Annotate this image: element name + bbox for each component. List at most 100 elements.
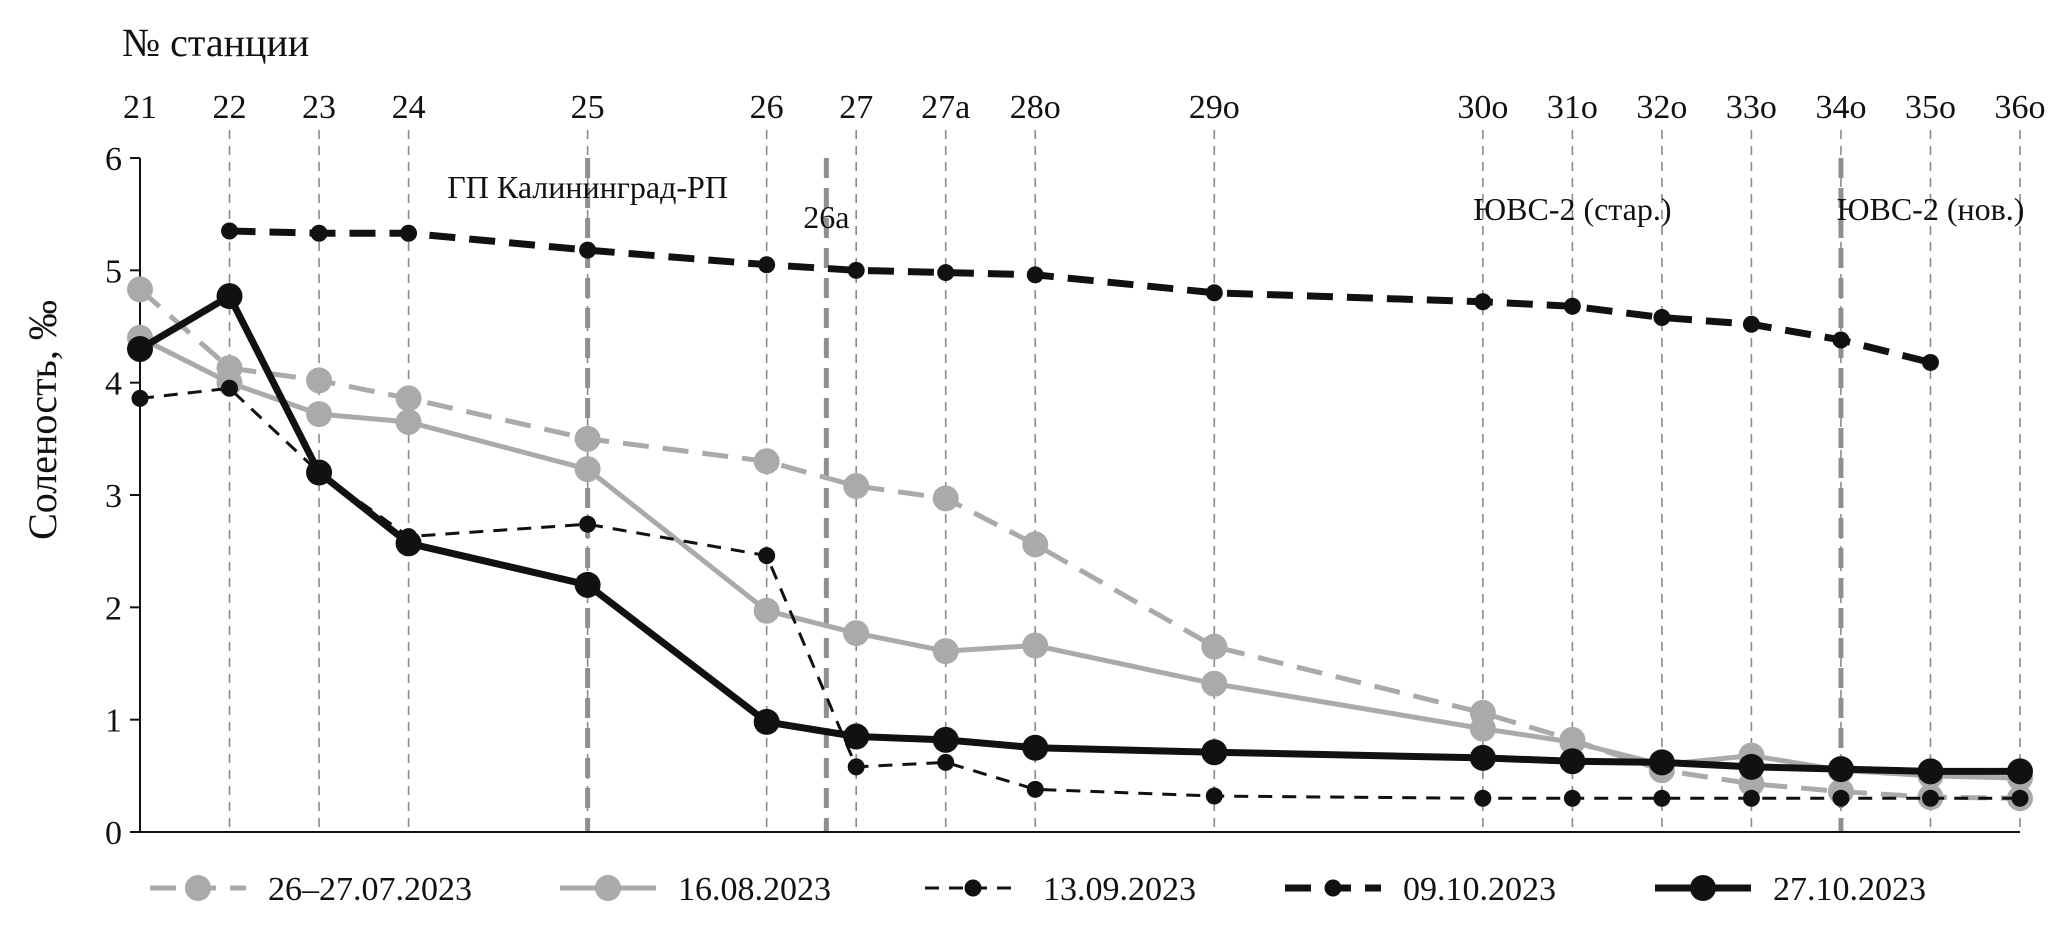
data-point xyxy=(306,459,333,486)
data-point xyxy=(306,401,333,428)
data-point xyxy=(1469,715,1496,742)
data-point xyxy=(1474,293,1492,311)
data-point xyxy=(1648,749,1675,776)
annotation-label: ГП Калининград-РП xyxy=(447,169,728,205)
data-point xyxy=(1921,353,1939,371)
data-point xyxy=(1201,670,1228,697)
station-label: 27 xyxy=(839,89,873,126)
series-3 xyxy=(131,379,2029,807)
station-label: 35о xyxy=(1905,89,1956,126)
data-point xyxy=(1559,729,1586,756)
data-point xyxy=(1563,297,1581,315)
data-point xyxy=(1026,780,1044,798)
station-label: 26 xyxy=(750,89,784,126)
data-series xyxy=(127,222,2033,812)
data-point xyxy=(2011,789,2029,807)
station-gridlines xyxy=(228,130,2021,832)
data-point xyxy=(1653,789,1671,807)
data-point xyxy=(1201,633,1228,660)
data-point xyxy=(1469,744,1496,771)
station-label: 25 xyxy=(571,89,605,126)
data-point xyxy=(1827,756,1854,783)
data-point xyxy=(937,753,955,771)
legend-label: 26–27.07.2023 xyxy=(268,871,472,908)
data-point xyxy=(221,222,239,240)
data-point xyxy=(1832,789,1850,807)
series-line xyxy=(138,292,2020,775)
station-label: 30о xyxy=(1457,89,1508,126)
station-label: 23 xyxy=(302,89,336,126)
series-line xyxy=(138,287,2021,801)
y-tick-label: 5 xyxy=(105,253,122,290)
data-point xyxy=(306,367,333,394)
legend-swatch-marker xyxy=(964,879,982,897)
legend-swatch-marker xyxy=(185,875,211,901)
y-tick-label: 3 xyxy=(105,478,122,515)
legend-item: 26–27.07.2023 xyxy=(150,871,472,908)
station-label: 24 xyxy=(392,89,426,126)
series-line xyxy=(138,335,2021,781)
data-point xyxy=(579,515,597,533)
series-line xyxy=(229,227,1932,366)
legend-item: 09.10.2023 xyxy=(1285,871,1556,908)
legend-label: 16.08.2023 xyxy=(678,871,831,908)
station-label: 27а xyxy=(921,89,970,126)
data-point xyxy=(127,335,153,362)
data-point xyxy=(395,385,422,412)
station-label: 29о xyxy=(1189,89,1240,126)
data-point xyxy=(310,224,328,242)
data-point xyxy=(753,597,780,624)
data-point xyxy=(1742,789,1760,807)
legend-swatch-marker xyxy=(595,875,621,901)
station-label: 21 xyxy=(123,89,157,126)
data-point xyxy=(753,708,780,735)
legend-item: 13.09.2023 xyxy=(925,871,1196,908)
station-label: 33о xyxy=(1726,89,1777,126)
legend-label: 13.09.2023 xyxy=(1043,871,1196,908)
data-point xyxy=(574,425,601,452)
data-point xyxy=(843,620,870,647)
legend-item: 27.10.2023 xyxy=(1655,871,1926,908)
data-point xyxy=(1559,748,1586,775)
y-tick-label: 1 xyxy=(105,703,122,740)
series-4 xyxy=(221,222,1939,371)
data-point xyxy=(1921,789,1939,807)
data-point xyxy=(131,389,149,407)
y-tick-label: 4 xyxy=(105,366,122,403)
legend-label: 27.10.2023 xyxy=(1773,871,1926,908)
legend-label: 09.10.2023 xyxy=(1403,871,1556,908)
data-point xyxy=(758,547,776,565)
station-label: 28о xyxy=(1010,89,1061,126)
data-point xyxy=(843,473,870,500)
data-point xyxy=(932,485,959,512)
annotation-label: ЮВС-2 (стар.) xyxy=(1473,191,1671,227)
annotation-label: 26а xyxy=(803,199,849,235)
data-point xyxy=(1742,315,1760,333)
data-point xyxy=(579,241,597,259)
data-point xyxy=(932,726,959,753)
data-point xyxy=(937,264,955,282)
data-point xyxy=(1205,284,1223,302)
y-tick-label: 2 xyxy=(105,590,122,627)
data-point xyxy=(847,261,865,279)
data-point xyxy=(574,571,601,598)
data-point xyxy=(932,638,959,665)
station-label: 31о xyxy=(1547,89,1598,126)
data-point xyxy=(574,456,601,483)
data-point xyxy=(395,408,422,435)
x-axis-title: № станции xyxy=(122,20,309,65)
data-point xyxy=(221,379,239,397)
data-point xyxy=(843,723,870,750)
legend-swatch-marker xyxy=(1690,875,1716,901)
data-point xyxy=(1201,739,1228,766)
data-point xyxy=(753,448,780,475)
annotations: ГП Калининград-РП 26а ЮВС-2 (стар.) ЮВС-2 (… xyxy=(447,169,2024,235)
legend-item: 16.08.2023 xyxy=(560,871,831,908)
legend: 26–27.07.2023 16.08.2023 13.09.2023 09.10.2… xyxy=(150,871,1926,908)
data-point xyxy=(1022,734,1049,761)
data-point xyxy=(127,276,153,303)
annotation-label: ЮВС-2 (нов.) xyxy=(1837,191,2025,227)
data-point xyxy=(1917,758,1944,785)
y-tick-label: 6 xyxy=(105,141,122,178)
data-point xyxy=(2007,758,2033,785)
